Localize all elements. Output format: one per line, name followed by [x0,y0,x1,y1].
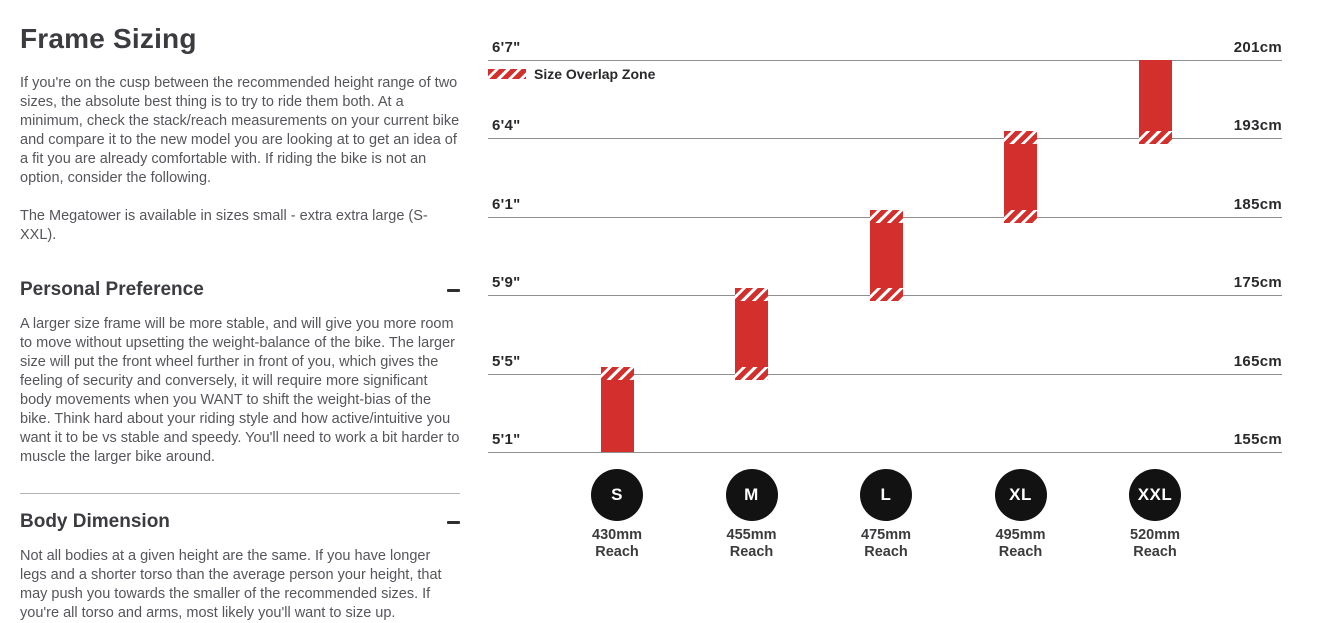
overlap-zone-bottom [1138,131,1172,145]
overlap-zone-bottom [735,366,768,380]
size-bar-M [735,288,768,380]
reach-label-XL: 495mm Reach [966,527,1076,561]
body-dimension-title: Body Dimension [20,511,170,532]
reach-label-S: 430mm Reach [562,527,672,561]
size-bar-S [600,366,634,452]
height-label-metric: 175cm [1233,274,1282,292]
reach-value: 475mm [861,527,911,543]
overlap-hatch-swatch-icon [488,69,526,79]
size-circle-XL: XL [994,469,1047,521]
height-gridline [488,60,1282,61]
size-circle-M: M [725,469,778,521]
size-circle-L: L [860,469,912,521]
reach-word: Reach [864,544,908,560]
personal-preference-title: Personal Preference [20,279,204,300]
section-divider [20,493,460,494]
size-circle-S: S [591,469,643,521]
size-bar-XXL [1138,60,1172,145]
reach-value: 520mm [1130,527,1180,543]
reach-word: Reach [1133,544,1177,560]
height-label-metric: 155cm [1233,431,1282,448]
reach-value: 430mm [592,527,642,543]
section-body-dimension: Body Dimension Not all bodies at a given… [20,511,460,623]
reach-value: 455mm [726,527,777,543]
reach-label-M: 455mm Reach [697,527,807,561]
intro-paragraph-1: If you're on the cusp between the recomm… [20,75,460,186]
size-bar-XL [1004,131,1037,223]
personal-preference-header[interactable]: Personal Preference [20,279,460,301]
overlap-zone-top [869,209,903,223]
body-dimension-body: Not all bodies at a given height are the… [20,548,442,621]
frame-sizing-chart: Size Overlap Zone 6'7" 201cm 6'4" 193cm 6'1"… [472,0,1334,578]
intro-paragraph-2: The Megatower is available in sizes smal… [20,208,428,243]
height-label-imperial: 6'1" [492,195,521,213]
height-label-metric: 201cm [1233,39,1282,56]
overlap-zone-top [600,366,634,380]
height-label-imperial: 5'9" [492,274,521,292]
size-circle-XXL: XXL [1129,469,1181,521]
collapse-minus-icon[interactable] [447,288,460,292]
reach-word: Reach [729,544,774,560]
height-label-imperial: 5'5" [492,352,521,370]
overlap-zone-bottom [1004,209,1037,223]
overlap-zone-top [735,288,768,302]
reach-value: 495mm [995,527,1046,543]
article-column: Frame Sizing If you're on the cusp betwe… [0,0,472,621]
body-dimension-header[interactable]: Body Dimension [20,511,460,533]
collapse-minus-icon[interactable] [447,520,460,524]
section-personal-preference: Personal Preference A larger size frame … [20,279,460,467]
size-bar-L [869,209,903,302]
legend-label: Size Overlap Zone [534,66,656,82]
reach-label-L: 475mm Reach [831,527,941,561]
personal-preference-body: A larger size frame will be more stable,… [20,316,460,465]
height-label-imperial: 5'1" [492,431,521,448]
height-gridline [488,138,1282,140]
height-label-metric: 165cm [1233,352,1282,370]
height-label-metric: 193cm [1233,117,1282,135]
height-label-imperial: 6'7" [492,39,521,56]
overlap-zone-bottom [869,288,903,302]
height-label-imperial: 6'4" [492,117,521,135]
overlap-zone-top [1004,131,1037,145]
reach-word: Reach [595,544,639,560]
height-label-metric: 185cm [1233,195,1282,213]
page-title: Frame Sizing [20,23,197,54]
reach-label-XXL: 520mm Reach [1100,527,1210,561]
reach-word: Reach [998,544,1043,560]
height-gridline [488,373,1282,375]
chart-legend: Size Overlap Zone [488,66,655,82]
height-gridline [488,452,1282,453]
